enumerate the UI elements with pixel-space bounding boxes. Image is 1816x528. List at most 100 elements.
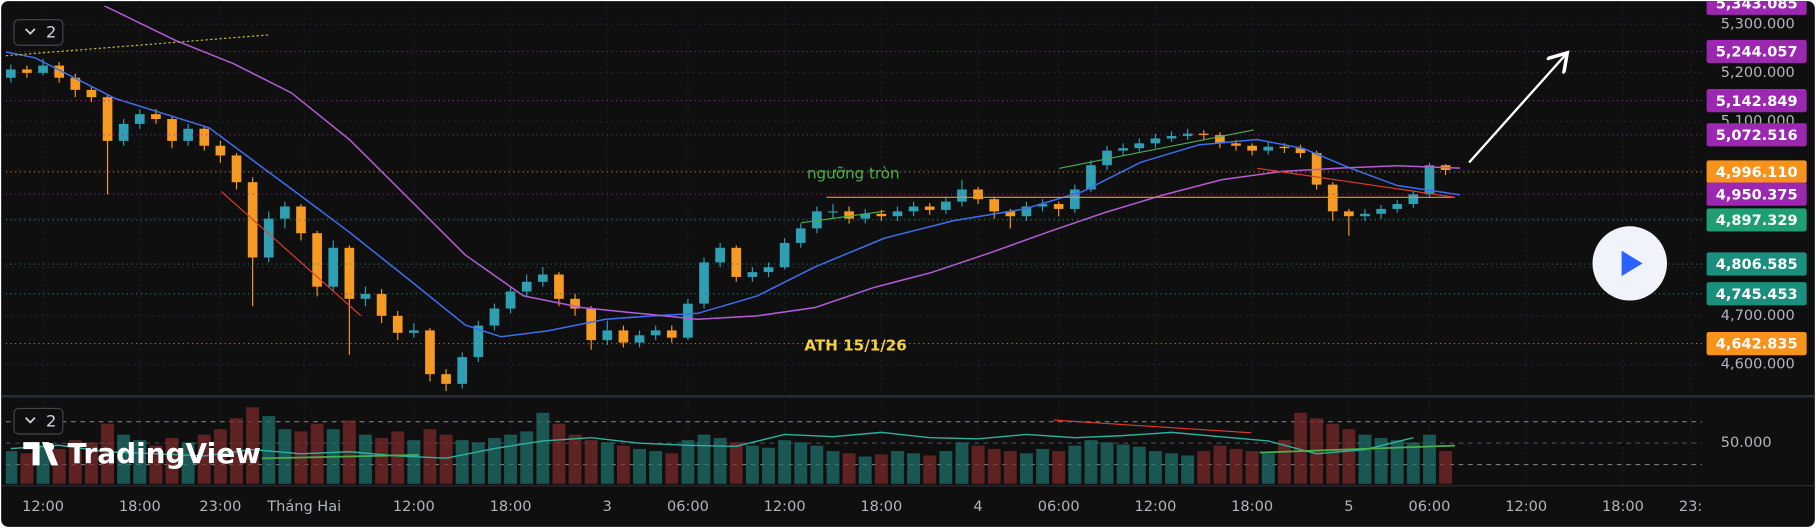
candle-body xyxy=(876,213,887,217)
candle-body xyxy=(521,281,532,292)
volume-bar xyxy=(1406,442,1420,484)
volume-bar xyxy=(423,429,437,484)
y-tick-label: 4,700.000 xyxy=(1721,308,1795,324)
volume-bar xyxy=(955,442,969,484)
volume-bar xyxy=(1068,445,1082,484)
volume-bar xyxy=(36,445,50,484)
x-tick-label: Tháng Hai xyxy=(266,499,341,515)
candle-body xyxy=(1118,148,1129,151)
candle-body xyxy=(779,242,790,268)
volume-bar xyxy=(536,412,550,484)
candle-body xyxy=(102,97,113,141)
candle-body xyxy=(1424,165,1435,195)
indicator-badge: 2 xyxy=(13,407,64,435)
volume-bar xyxy=(907,453,921,484)
candle-body xyxy=(1263,146,1274,151)
candle-body xyxy=(312,233,322,287)
candle-body xyxy=(1215,135,1225,144)
candle-body xyxy=(392,315,403,333)
candle-body xyxy=(199,128,210,146)
volume-bar xyxy=(858,456,872,484)
candle-body xyxy=(973,189,983,200)
price-tag xyxy=(1706,182,1807,206)
price-tag xyxy=(1706,252,1807,276)
trend-line xyxy=(800,210,885,224)
volume-bar xyxy=(987,448,1001,484)
x-tick-label: 4 xyxy=(973,499,982,515)
candle-body xyxy=(409,330,419,333)
volume-bar xyxy=(52,448,66,484)
x-tick-label: 06:00 xyxy=(1038,499,1080,515)
candle-body xyxy=(1231,143,1241,146)
tv-logo-dot xyxy=(45,442,55,451)
candle-body xyxy=(231,155,242,183)
candle-body xyxy=(1182,133,1193,137)
badge-label: 2 xyxy=(46,23,56,42)
candle-body xyxy=(376,293,387,316)
volume-bar xyxy=(762,447,775,484)
volume-bar xyxy=(1132,446,1146,484)
annotation: ATH 15/1/26 xyxy=(804,336,906,354)
candle-body xyxy=(22,69,32,73)
trend-line xyxy=(1059,129,1254,169)
badge-label: 2 xyxy=(46,411,56,430)
volume-bar xyxy=(1294,412,1307,484)
x-tick-label: 23:00 xyxy=(199,499,241,515)
candle-body xyxy=(457,357,468,384)
volume-bar xyxy=(1245,451,1259,484)
volume-bar xyxy=(133,440,147,484)
volume-bar xyxy=(439,434,453,484)
volume-bar xyxy=(600,442,614,484)
volume-bar xyxy=(1116,444,1130,484)
candle-body xyxy=(1150,138,1161,144)
volume-bar xyxy=(1181,455,1195,484)
price-tag xyxy=(1706,89,1807,113)
candle-body xyxy=(844,211,854,219)
volume-bar xyxy=(616,445,630,484)
arrow xyxy=(1468,55,1566,164)
candle-body xyxy=(1392,204,1403,209)
volume-bar xyxy=(1229,448,1243,484)
volume-bar xyxy=(729,442,743,484)
volume-bar xyxy=(971,445,985,484)
volume-bar xyxy=(633,448,646,484)
badge-box xyxy=(13,407,64,435)
volume-bar xyxy=(391,431,405,484)
candle-body xyxy=(38,65,48,73)
rsi-line xyxy=(10,431,1414,459)
x-tick-label: 12:00 xyxy=(1134,499,1176,515)
volume-bar xyxy=(1197,451,1211,484)
play-button[interactable] xyxy=(1592,226,1667,301)
chevron-icon[interactable] xyxy=(24,28,36,35)
user-drawings: ngưỡng tròn ATH 15/1/26 xyxy=(5,34,1566,354)
candle-body xyxy=(1295,148,1306,154)
price-tag-label: 4,996.110 xyxy=(1716,165,1798,181)
candle-body xyxy=(1360,213,1370,217)
volume-bar xyxy=(165,437,179,484)
volume-bar xyxy=(246,407,260,484)
trend-line xyxy=(1259,444,1456,454)
chevron-icon[interactable] xyxy=(24,417,36,424)
x-tick-label: 12:00 xyxy=(1505,499,1547,515)
pane-badge: 2 xyxy=(13,19,64,46)
candle-body xyxy=(989,199,1000,212)
moving-average xyxy=(5,51,1461,338)
trend-line xyxy=(1257,167,1456,198)
volume-bar xyxy=(101,423,114,484)
volume-bar xyxy=(1390,440,1404,484)
candle-body xyxy=(666,330,677,338)
play-icon[interactable] xyxy=(1621,250,1643,277)
price-tag-label: 4,897.329 xyxy=(1716,213,1798,229)
volume-bar xyxy=(552,423,566,484)
volume-bar xyxy=(488,437,501,484)
volume-bar xyxy=(1439,451,1453,484)
volume-bar xyxy=(923,455,937,484)
candle-body xyxy=(473,325,484,358)
price-tag-label: 4,806.585 xyxy=(1716,257,1798,273)
candle-body xyxy=(795,228,806,243)
volume-bar xyxy=(181,442,195,484)
candle-body xyxy=(586,308,597,341)
candle-body xyxy=(1053,204,1064,209)
candle-body xyxy=(1166,136,1177,139)
